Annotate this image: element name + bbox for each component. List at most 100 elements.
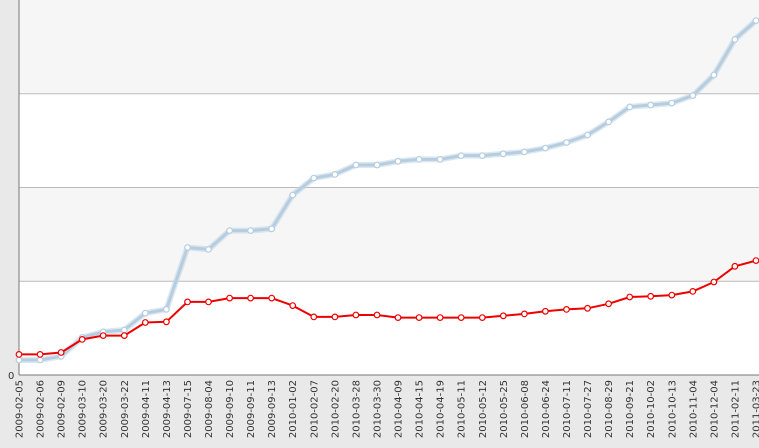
data-point (120, 332, 128, 340)
x-tick-label: 2009-03-22 (120, 380, 131, 438)
data-point (99, 332, 107, 340)
series-1 (15, 17, 759, 364)
data-point (247, 294, 255, 302)
x-tick-label: 2009-09-13 (267, 380, 278, 438)
data-point (626, 103, 634, 111)
x-tick-label: 2010-03-28 (351, 380, 362, 438)
data-point (36, 356, 44, 364)
data-point (15, 351, 23, 358)
data-point (436, 314, 444, 322)
x-tick-label: 2010-10-13 (667, 380, 678, 438)
data-point (626, 293, 634, 301)
data-point (478, 314, 486, 322)
data-point (584, 131, 591, 139)
x-tick-label: 2010-04-15 (415, 380, 426, 438)
data-point (78, 336, 86, 343)
data-point (331, 170, 339, 178)
data-point (668, 291, 676, 299)
x-tick-label: 2010-04-09 (394, 380, 405, 438)
data-point (605, 118, 612, 126)
x-tick-label: 2010-09-21 (625, 380, 636, 438)
x-tick-label: 2010-05-12 (478, 380, 489, 438)
data-point (689, 288, 697, 295)
data-point (752, 17, 759, 24)
x-tick-label: 2009-08-04 (204, 380, 215, 438)
data-point (457, 152, 465, 160)
x-tick-label: 2010-05-25 (499, 380, 510, 438)
data-point (605, 300, 612, 308)
data-point (710, 278, 718, 286)
series-2 (15, 257, 759, 358)
data-point (184, 298, 191, 306)
data-point (499, 312, 507, 320)
background-band (19, 187, 759, 282)
x-tick-label: 2010-06-08 (520, 380, 531, 438)
data-point (521, 148, 528, 156)
x-tick-label: 2010-02-20 (330, 380, 341, 438)
data-point (205, 245, 212, 253)
data-point (415, 155, 423, 163)
data-point (141, 319, 149, 326)
x-tick-label: 2010-12-04 (709, 380, 720, 438)
data-point (162, 306, 170, 313)
data-point (268, 225, 276, 233)
y-tick-label-zero: 0 (8, 371, 14, 382)
data-point (731, 262, 739, 270)
series-layer (15, 17, 759, 364)
data-point (141, 309, 149, 317)
data-point (247, 227, 255, 235)
data-point (15, 356, 23, 364)
data-point (289, 302, 297, 310)
data-point (647, 101, 655, 109)
x-tick-label: 2010-07-11 (562, 380, 573, 438)
data-point (415, 314, 423, 322)
data-point (521, 310, 528, 318)
x-tick-label: 2010-08-29 (604, 380, 615, 438)
data-point (352, 311, 360, 319)
x-tick-label: 2009-02-06 (36, 380, 47, 438)
x-tick-label: 2010-04-19 (436, 380, 447, 438)
data-point (289, 191, 297, 199)
data-point (752, 257, 759, 264)
data-point (268, 294, 276, 302)
x-tick-label: 2009-09-11 (246, 380, 257, 438)
data-point (394, 314, 402, 322)
x-tick-label: 2009-02-09 (57, 380, 68, 438)
data-point (478, 152, 486, 160)
x-tick-label: 2010-03-30 (372, 380, 383, 438)
x-tick-label: 2010-05-11 (457, 380, 468, 438)
data-point (352, 161, 360, 169)
x-tick-label: 2010-10-02 (646, 380, 657, 438)
data-point (373, 161, 381, 169)
data-point (710, 71, 718, 79)
x-tick-label: 2011-03-23 (752, 380, 759, 438)
data-point (373, 311, 381, 319)
series-line (17, 19, 758, 362)
data-point (331, 313, 339, 321)
data-point (542, 307, 549, 315)
x-tick-label: 2009-07-15 (183, 380, 194, 438)
x-tick-label: 2009-09-10 (225, 380, 236, 438)
x-tick-label: 2009-04-13 (162, 380, 173, 438)
data-point (436, 155, 444, 163)
x-tick-label: 2009-03-10 (78, 380, 89, 438)
data-point (57, 349, 65, 356)
data-point (563, 139, 570, 146)
x-tick-label: 2010-01-02 (288, 380, 299, 438)
data-point (310, 174, 318, 182)
data-point (647, 292, 655, 300)
data-point (499, 150, 507, 158)
x-tick-label: 2010-07-27 (583, 380, 594, 438)
data-point (162, 318, 170, 326)
data-point (563, 306, 570, 313)
data-point (584, 304, 591, 312)
data-point (36, 351, 44, 358)
x-tick-label: 2010-11-04 (688, 380, 699, 438)
data-point (310, 313, 318, 321)
series-line (18, 259, 757, 356)
background-band (19, 93, 759, 188)
data-point (689, 92, 697, 99)
data-point (205, 298, 212, 306)
data-point (226, 227, 234, 235)
